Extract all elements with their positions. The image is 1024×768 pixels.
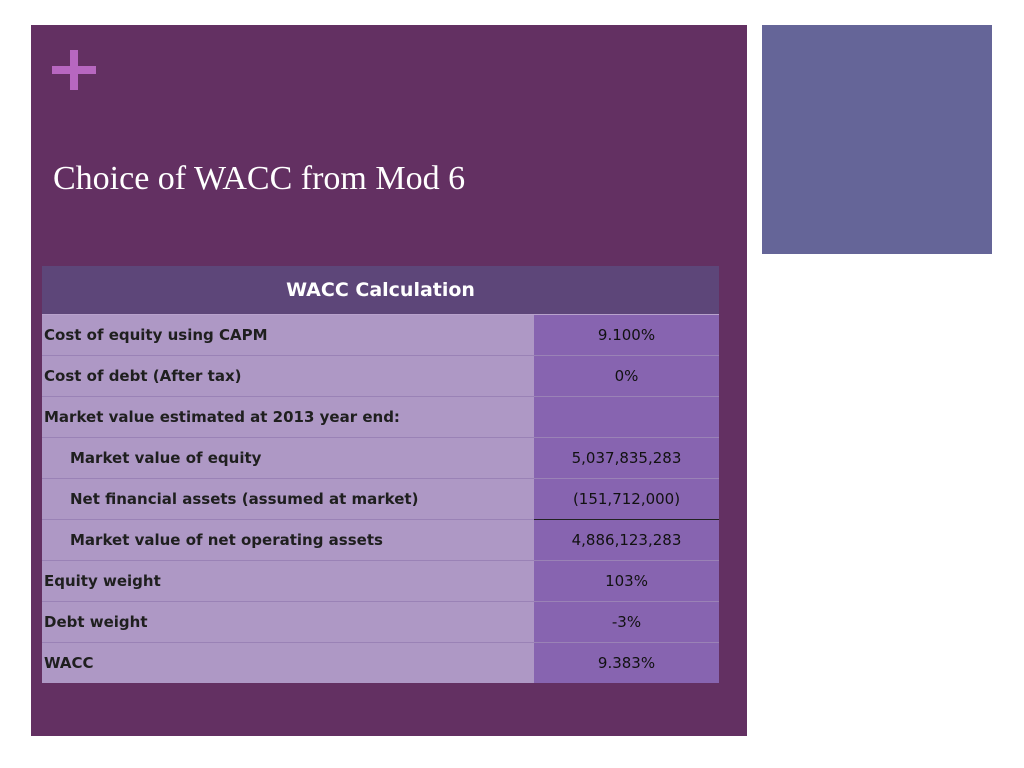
table-header: WACC Calculation — [42, 266, 720, 315]
table-row: Cost of debt (After tax) 0% — [42, 355, 720, 397]
row-label: Debt weight — [42, 601, 534, 643]
row-value: (151,712,000) — [534, 478, 720, 520]
side-decorative-panel — [762, 25, 992, 254]
row-label: Cost of equity using CAPM — [42, 314, 534, 356]
row-value — [534, 396, 720, 438]
table-row: Net financial assets (assumed at market)… — [42, 478, 720, 520]
row-value: 103% — [534, 560, 720, 602]
table-row: WACC 9.383% — [42, 642, 720, 683]
table-row: Debt weight -3% — [42, 601, 720, 643]
row-label: Net financial assets (assumed at market) — [42, 478, 534, 520]
table-header-row: WACC Calculation — [42, 266, 720, 315]
table-row: Market value of equity 5,037,835,283 — [42, 437, 720, 479]
row-value: 5,037,835,283 — [534, 437, 720, 479]
row-value: 4,886,123,283 — [534, 519, 720, 561]
plus-icon — [52, 50, 96, 90]
row-label: Equity weight — [42, 560, 534, 602]
row-value: 9.383% — [534, 642, 720, 683]
row-value: 0% — [534, 355, 720, 397]
table-row: Market value estimated at 2013 year end: — [42, 396, 720, 438]
table-row: Market value of net operating assets 4,8… — [42, 519, 720, 561]
row-label: Market value estimated at 2013 year end: — [42, 396, 534, 438]
row-value: 9.100% — [534, 314, 720, 356]
row-label: Cost of debt (After tax) — [42, 355, 534, 397]
slide-title: Choice of WACC from Mod 6 — [53, 160, 466, 197]
wacc-table: WACC Calculation Cost of equity using CA… — [42, 266, 720, 683]
table-row: Equity weight 103% — [42, 560, 720, 602]
row-value: -3% — [534, 601, 720, 643]
row-label: Market value of net operating assets — [42, 519, 534, 561]
row-label: WACC — [42, 642, 534, 683]
table-row: Cost of equity using CAPM 9.100% — [42, 314, 720, 356]
row-label: Market value of equity — [42, 437, 534, 479]
